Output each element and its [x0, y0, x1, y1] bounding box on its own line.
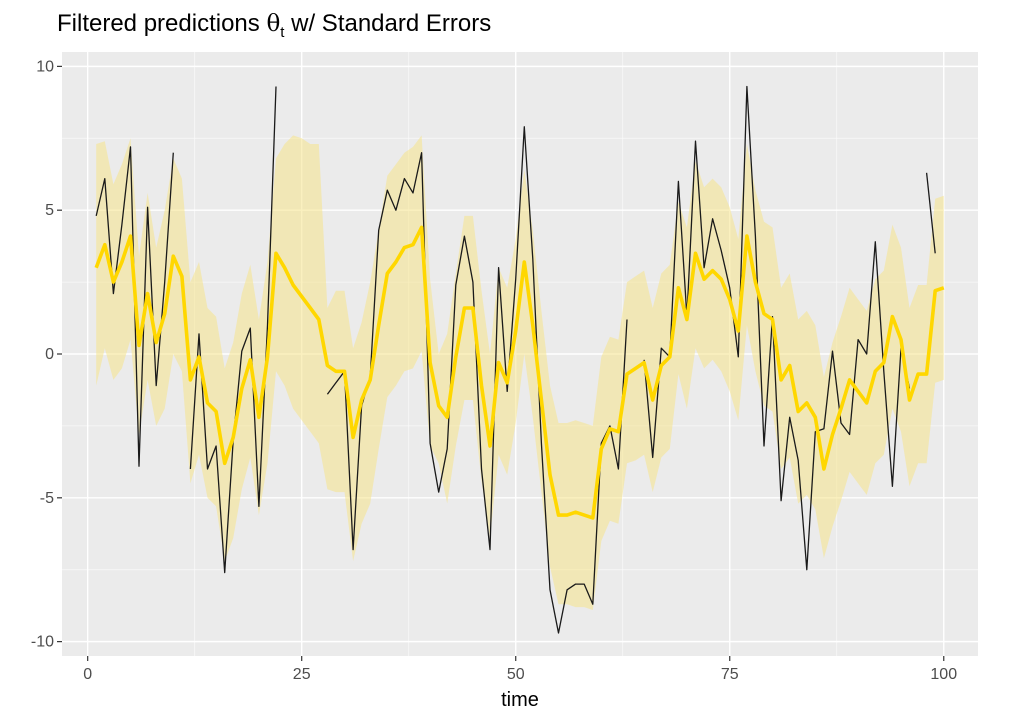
title-prefix: Filtered predictions [57, 10, 267, 37]
y-tick-label: -5 [40, 490, 54, 507]
filtered-series-line [94, 225, 945, 520]
x-tick-label: 100 [930, 666, 957, 683]
x-tick-label: 0 [83, 666, 92, 683]
observed-line-segment [643, 85, 911, 571]
title-subscript: t [280, 23, 285, 41]
x-tick-label: 75 [721, 666, 739, 683]
title-theta-symbol: θ [266, 11, 281, 37]
title-suffix: w/ Standard Errors [284, 10, 492, 37]
chart-title: Filtered predictions θt w/ Standard Erro… [57, 10, 491, 41]
x-tick-label: 25 [293, 666, 311, 683]
y-tick-label: 0 [45, 346, 54, 363]
x-tick-label: 50 [507, 666, 525, 683]
observed-line-segment [326, 126, 628, 634]
y-tick-label: 5 [45, 202, 54, 219]
y-tick-label: -10 [31, 634, 54, 651]
axis-ticks [57, 65, 945, 661]
standard-error-ribbon [96, 135, 944, 610]
observed-line-segment [925, 172, 936, 254]
x-axis-label: time [501, 689, 539, 711]
y-tick-label: 10 [36, 58, 54, 75]
tick-labels: 0 25 50 75 100 -10 -5 0 5 10 [31, 58, 957, 683]
